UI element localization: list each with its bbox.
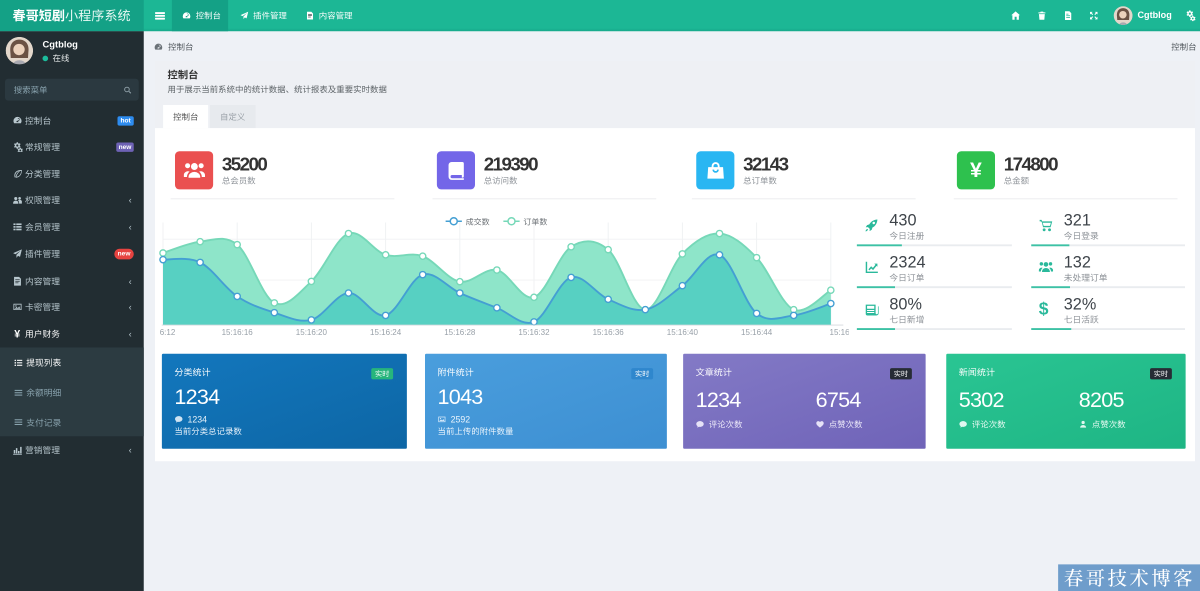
svg-text:15:16:40: 15:16:40	[667, 328, 699, 337]
svg-text:15:16:36: 15:16:36	[593, 328, 625, 337]
svg-text:15:16:: 15:16:	[830, 328, 849, 337]
svg-text:15:16:44: 15:16:44	[741, 328, 773, 337]
svg-text:6:12: 6:12	[160, 328, 176, 337]
svg-text:15:16:28: 15:16:28	[444, 328, 476, 337]
svg-text:15:16:24: 15:16:24	[370, 328, 402, 337]
svg-text:15:16:16: 15:16:16	[222, 328, 254, 337]
svg-text:15:16:20: 15:16:20	[296, 328, 328, 337]
svg-text:15:16:32: 15:16:32	[518, 328, 550, 337]
